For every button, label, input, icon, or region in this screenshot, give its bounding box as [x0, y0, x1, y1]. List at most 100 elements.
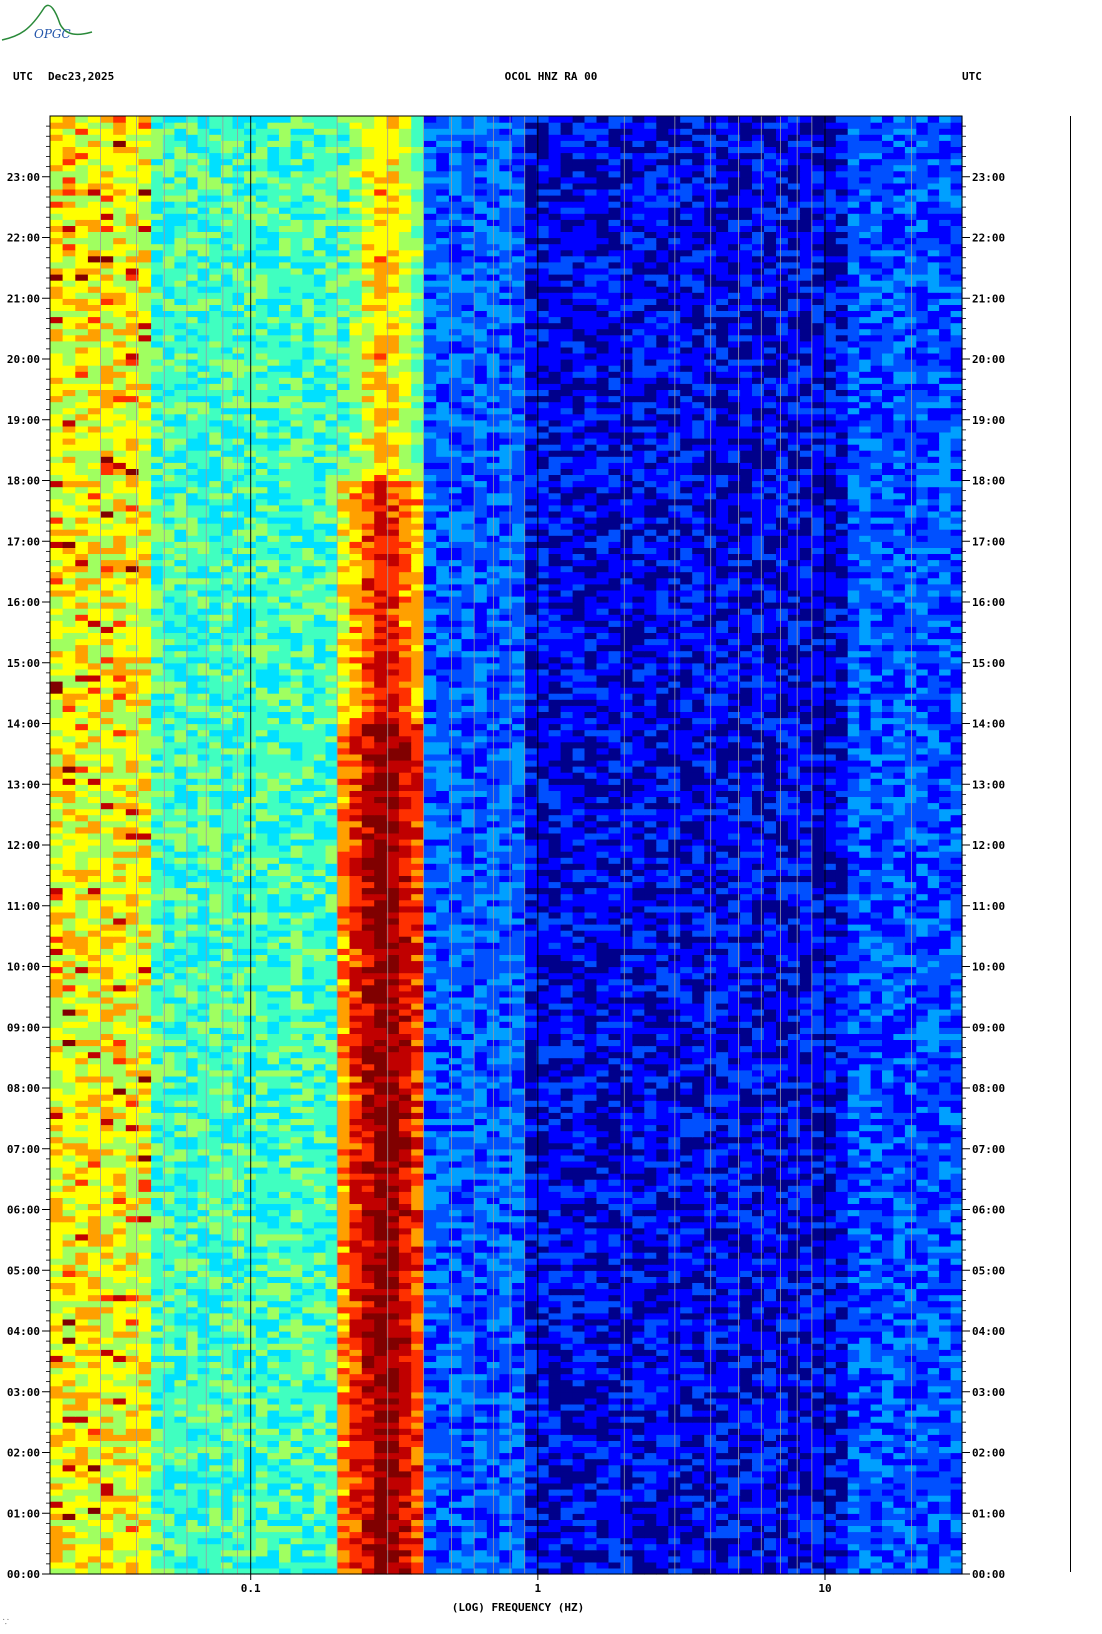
spectrogram-cell: [62, 1294, 76, 1302]
spectrogram-cell: [113, 1331, 127, 1338]
spectrogram-cell: [100, 1069, 114, 1077]
spectrogram-cell: [100, 122, 114, 129]
spectrogram-cell: [232, 747, 245, 755]
spectrogram-cell: [75, 498, 89, 506]
spectrogram-cell: [325, 1015, 338, 1022]
spectrogram-cell: [50, 1519, 64, 1526]
spectrogram-cell: [75, 1300, 89, 1308]
spectrogram-cell: [279, 741, 292, 749]
spectrogram-cell: [113, 1264, 127, 1271]
spectrogram-cell: [290, 559, 303, 567]
spectrogram-cell: [209, 1233, 222, 1241]
spectrogram-cell: [186, 699, 199, 706]
spectrogram-cell: [87, 1057, 102, 1065]
spectrogram-cell: [62, 638, 76, 646]
spectrogram-cell: [267, 1100, 280, 1107]
spectrogram-cell: [220, 1410, 234, 1417]
spectrogram-cell: [232, 681, 245, 688]
spectrogram-cell: [75, 1033, 89, 1040]
spectrogram-cell: [313, 1033, 327, 1040]
spectrogram-cell: [279, 1136, 292, 1144]
spectrogram-cell: [267, 1567, 280, 1575]
spectrogram-cell: [87, 280, 102, 287]
spectrogram-cell: [267, 1501, 280, 1508]
spectrogram-cell: [232, 820, 245, 828]
spectrogram-cell: [209, 729, 222, 737]
spectrogram-cell: [50, 960, 64, 968]
spectrogram-cell: [174, 1136, 187, 1144]
spectrogram-cell: [197, 711, 210, 719]
spectrogram-cell: [232, 1440, 245, 1447]
spectrogram-cell: [232, 535, 245, 542]
spectrogram-cell: [325, 413, 338, 421]
spectrogram-cell: [62, 978, 76, 986]
spectrogram-cell: [267, 1215, 280, 1223]
spectrogram-cell: [290, 577, 303, 585]
spectrogram-cell: [325, 1324, 338, 1332]
spectrogram-cell: [62, 1063, 76, 1071]
spectrogram-cell: [220, 1367, 234, 1375]
spectrogram-cell: [325, 1525, 338, 1533]
spectrogram-cell: [50, 1124, 64, 1132]
spectrogram-cell: [125, 158, 139, 166]
spectrogram-cell: [290, 1440, 303, 1447]
spectrogram-cell: [113, 717, 127, 725]
spectrogram-cell: [125, 1464, 139, 1472]
spectrogram-cell: [50, 1246, 64, 1253]
spectrogram-cell: [186, 492, 199, 500]
spectrogram-cell: [62, 182, 76, 190]
spectrogram-cell: [290, 407, 303, 415]
spectrogram-cell: [290, 978, 303, 986]
spectrogram-cell: [50, 1306, 64, 1314]
spectrogram-cell: [138, 863, 152, 870]
spectrogram-cell: [87, 1209, 102, 1217]
spectrogram-cell: [174, 638, 187, 646]
spectrogram-cell: [313, 851, 327, 858]
spectrogram-cell: [174, 650, 187, 658]
spectrogram-cell: [302, 1331, 315, 1338]
spectrogram-cell: [267, 1179, 280, 1186]
spectrogram-cell: [162, 741, 175, 749]
spectrogram-cell: [255, 614, 268, 621]
spectrogram-cell: [313, 1543, 327, 1551]
spectrogram-cell: [75, 602, 89, 609]
spectrogram-cell: [113, 1489, 127, 1496]
spectrogram-cell: [302, 905, 315, 913]
spectrogram-cell: [197, 1276, 210, 1283]
spectrogram-cell: [197, 717, 210, 725]
spectrogram-cell: [244, 990, 257, 998]
spectrogram-cell: [87, 407, 102, 415]
spectrogram-cell: [186, 996, 199, 1004]
spectrogram-cell: [62, 383, 76, 390]
spectrogram-cell: [186, 1476, 199, 1484]
spectrogram-cell: [325, 1081, 338, 1089]
spectrogram-cell: [290, 1185, 303, 1192]
spectrogram-cell: [220, 1324, 234, 1332]
spectrogram-cell: [62, 1088, 76, 1095]
spectrogram-cell: [113, 1300, 127, 1308]
spectrogram-cell: [325, 930, 338, 937]
spectrogram-cell: [162, 626, 175, 633]
spectrogram-cell: [50, 1185, 64, 1192]
spectrogram-cell: [279, 936, 292, 943]
spectrogram-cell: [220, 668, 234, 676]
spectrogram-cell: [125, 1403, 139, 1411]
spectrogram-cell: [186, 547, 199, 554]
spectrogram-cell: [209, 523, 222, 530]
spectrogram-cell: [186, 875, 199, 883]
spectrogram-cell: [279, 1270, 292, 1277]
spectrogram-cell: [100, 413, 114, 421]
spectrogram-cell: [87, 820, 102, 828]
spectrogram-cell: [162, 1318, 175, 1326]
spectrogram-cell: [290, 905, 303, 913]
spectrogram-cell: [232, 1513, 245, 1520]
spectrogram-cell: [232, 1403, 245, 1411]
spectrogram-cell: [174, 1501, 187, 1508]
spectrogram-cell: [220, 729, 234, 737]
spectrogram-cell: [75, 820, 89, 828]
spectrogram-cell: [162, 438, 175, 445]
spectrogram-cell: [125, 924, 139, 931]
spectrogram-cell: [151, 1300, 164, 1308]
spectrogram-cell: [62, 462, 76, 469]
spectrogram-cell: [151, 960, 164, 968]
